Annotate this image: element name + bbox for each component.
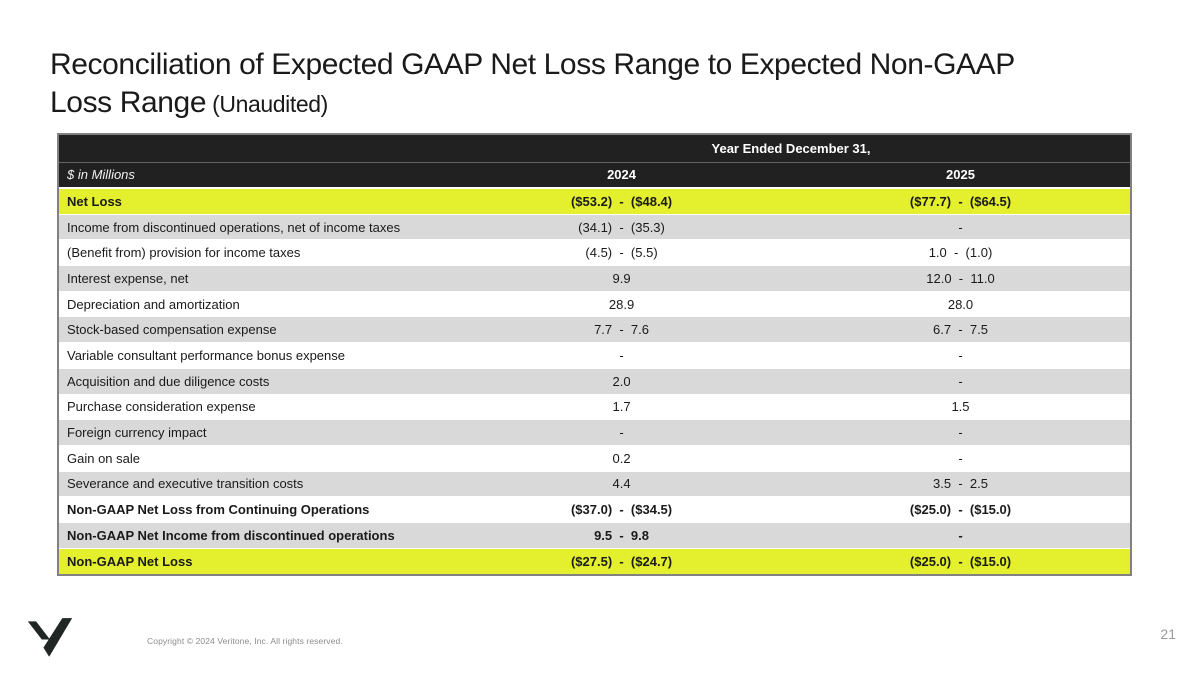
- page-title: Reconciliation of Expected GAAP Net Loss…: [50, 46, 1160, 123]
- row-value-2025: ($77.7) - ($64.5): [909, 193, 1012, 209]
- column-header-2024: 2024: [607, 167, 636, 182]
- veritone-v-logo: [27, 618, 73, 657]
- unit-label: $ in Millions: [67, 167, 135, 182]
- row-label: Variable consultant performance bonus ex…: [67, 347, 345, 363]
- row-value-2025: 6.7 - 7.5: [933, 322, 988, 338]
- title-line1: Reconciliation of Expected GAAP Net Loss…: [50, 48, 1015, 81]
- row-value-2024: (4.5) - (5.5): [585, 245, 658, 261]
- row-value-2024: ($53.2) - ($48.4): [570, 193, 673, 209]
- page-number: 21: [1160, 626, 1176, 642]
- row-value-2025: ($25.0) - ($15.0): [909, 553, 1012, 569]
- row-value-2024: 9.9: [612, 270, 631, 286]
- row-label: Non-GAAP Net Loss from Continuing Operat…: [67, 502, 370, 518]
- header-spacer-cell: [59, 135, 452, 162]
- table-row: Net Loss ($53.2) - ($48.4) ($77.7) - ($6…: [59, 189, 1130, 215]
- row-value-2025: -: [958, 450, 963, 466]
- table-row: (Benefit from) provision for income taxe…: [59, 240, 1130, 267]
- table-row: Non-GAAP Net Loss from Continuing Operat…: [59, 497, 1130, 523]
- row-value-2025: -: [958, 425, 963, 441]
- row-label: Income from discontinued operations, net…: [67, 219, 401, 235]
- row-label: Interest expense, net: [67, 270, 189, 286]
- table-header-spanner-row: Year Ended December 31,: [59, 135, 1130, 163]
- row-value-2025: -: [958, 219, 963, 235]
- table-row: Gain on sale 0.2 -: [59, 445, 1130, 472]
- row-value-2024: 0.2: [612, 450, 631, 466]
- row-value-2024: ($27.5) - ($24.7): [570, 553, 673, 569]
- table-row: Depreciation and amortization 28.9 28.0: [59, 291, 1130, 318]
- row-label: Acquisition and due diligence costs: [67, 373, 270, 389]
- row-value-2024: (34.1) - (35.3): [578, 219, 665, 235]
- row-value-2024: 28.9: [608, 296, 635, 312]
- row-label: Foreign currency impact: [67, 425, 207, 441]
- table-row: Variable consultant performance bonus ex…: [59, 343, 1130, 369]
- table-header-columns-row: $ in Millions 2024 2025: [59, 163, 1130, 189]
- row-value-2025: 28.0: [947, 296, 974, 312]
- table-row: Severance and executive transition costs…: [59, 471, 1130, 498]
- row-label: Non-GAAP Net Loss: [67, 553, 193, 569]
- row-value-2025: -: [958, 527, 963, 543]
- reconciliation-table: Year Ended December 31, $ in Millions 20…: [57, 133, 1132, 577]
- row-label: (Benefit from) provision for income taxe…: [67, 245, 301, 261]
- table-row: Non-GAAP Net Income from discontinued op…: [59, 522, 1130, 549]
- copyright-text: Copyright © 2024 Veritone, Inc. All righ…: [147, 636, 343, 646]
- table-row: Non-GAAP Net Loss ($27.5) - ($24.7) ($25…: [59, 548, 1130, 575]
- table-row: Purchase consideration expense 1.7 1.5: [59, 394, 1130, 421]
- title-line2: Loss Range: [50, 86, 207, 119]
- table-row: Interest expense, net 9.9 12.0 - 11.0: [59, 266, 1130, 292]
- row-value-2024: ($37.0) - ($34.5): [570, 502, 673, 518]
- row-value-2025: 3.5 - 2.5: [933, 476, 988, 492]
- year-ended-header: Year Ended December 31,: [711, 141, 871, 156]
- table-body: Net Loss ($53.2) - ($48.4) ($77.7) - ($6…: [59, 189, 1130, 575]
- row-value-2024: 7.7 - 7.6: [594, 322, 649, 338]
- row-value-2024: 9.5 - 9.8: [594, 527, 649, 543]
- row-value-2025: -: [958, 373, 963, 389]
- row-label: Stock-based compensation expense: [67, 322, 277, 338]
- title-unaudited-suffix: (Unaudited): [212, 91, 328, 117]
- row-value-2025: -: [958, 347, 963, 363]
- table-row: Income from discontinued operations, net…: [59, 214, 1130, 241]
- table-row: Stock-based compensation expense 7.7 - 7…: [59, 317, 1130, 344]
- row-label: Net Loss: [67, 193, 122, 209]
- row-value-2024: -: [619, 347, 624, 363]
- row-value-2025: 1.5: [951, 399, 970, 415]
- row-label: Purchase consideration expense: [67, 399, 256, 415]
- row-label: Severance and executive transition costs: [67, 476, 304, 492]
- row-label: Non-GAAP Net Income from discontinued op…: [67, 527, 395, 543]
- table-row: Acquisition and due diligence costs 2.0 …: [59, 368, 1130, 395]
- row-value-2025: ($25.0) - ($15.0): [909, 502, 1012, 518]
- table-row: Foreign currency impact - -: [59, 420, 1130, 446]
- row-label: Gain on sale: [67, 450, 140, 466]
- row-value-2024: -: [619, 425, 624, 441]
- row-value-2025: 12.0 - 11.0: [926, 270, 995, 286]
- row-value-2024: 1.7: [612, 399, 631, 415]
- column-header-2025: 2025: [946, 167, 975, 182]
- row-value-2025: 1.0 - (1.0): [928, 245, 993, 261]
- row-value-2024: 2.0: [612, 373, 631, 389]
- row-value-2024: 4.4: [612, 476, 631, 492]
- row-label: Depreciation and amortization: [67, 296, 240, 312]
